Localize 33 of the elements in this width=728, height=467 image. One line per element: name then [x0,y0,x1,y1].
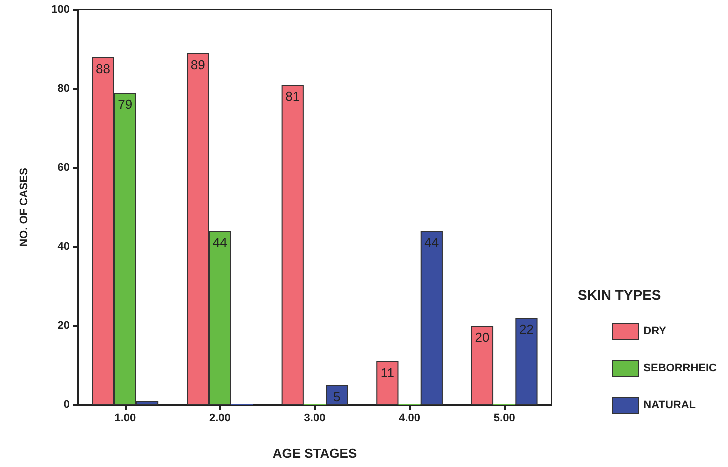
data-label: 22 [519,322,534,338]
x-tick-label: 5.00 [494,412,516,424]
x-tick-label: 4.00 [399,412,421,424]
legend-label: SEBORRHEIC [644,362,718,374]
legend-label: NATURAL [644,400,696,412]
legend-title: SKIN TYPES [578,287,662,303]
x-tick-label: 2.00 [209,412,231,424]
x-tick-label: 3.00 [304,412,326,424]
y-axis-title: NO. OF CASES [18,168,30,247]
data-label: 88 [96,61,111,76]
bar [282,85,304,405]
bar [326,385,348,405]
x-tick-label: 1.00 [114,412,136,424]
bar [376,362,399,405]
y-tick-label: 0 [64,399,70,411]
bar [471,326,494,405]
y-tick-label: 100 [52,4,70,16]
legend-label: DRY [644,326,668,338]
y-tick-label: 60 [58,162,70,174]
y-tick-label: 80 [58,83,70,95]
y-tick-label: 40 [58,241,70,253]
data-label: 20 [475,330,490,345]
y-tick-label: 20 [58,320,70,332]
bar [516,318,538,405]
x-axis-title: AGE STAGES [272,446,358,461]
bar [420,231,443,405]
data-label: 44 [424,235,440,250]
data-label: 79 [118,96,133,112]
data-label: 11 [380,366,394,381]
data-label: 89 [190,57,206,72]
data-label: 5 [334,389,341,404]
data-label: 81 [286,89,300,104]
data-label: 44 [212,235,228,250]
